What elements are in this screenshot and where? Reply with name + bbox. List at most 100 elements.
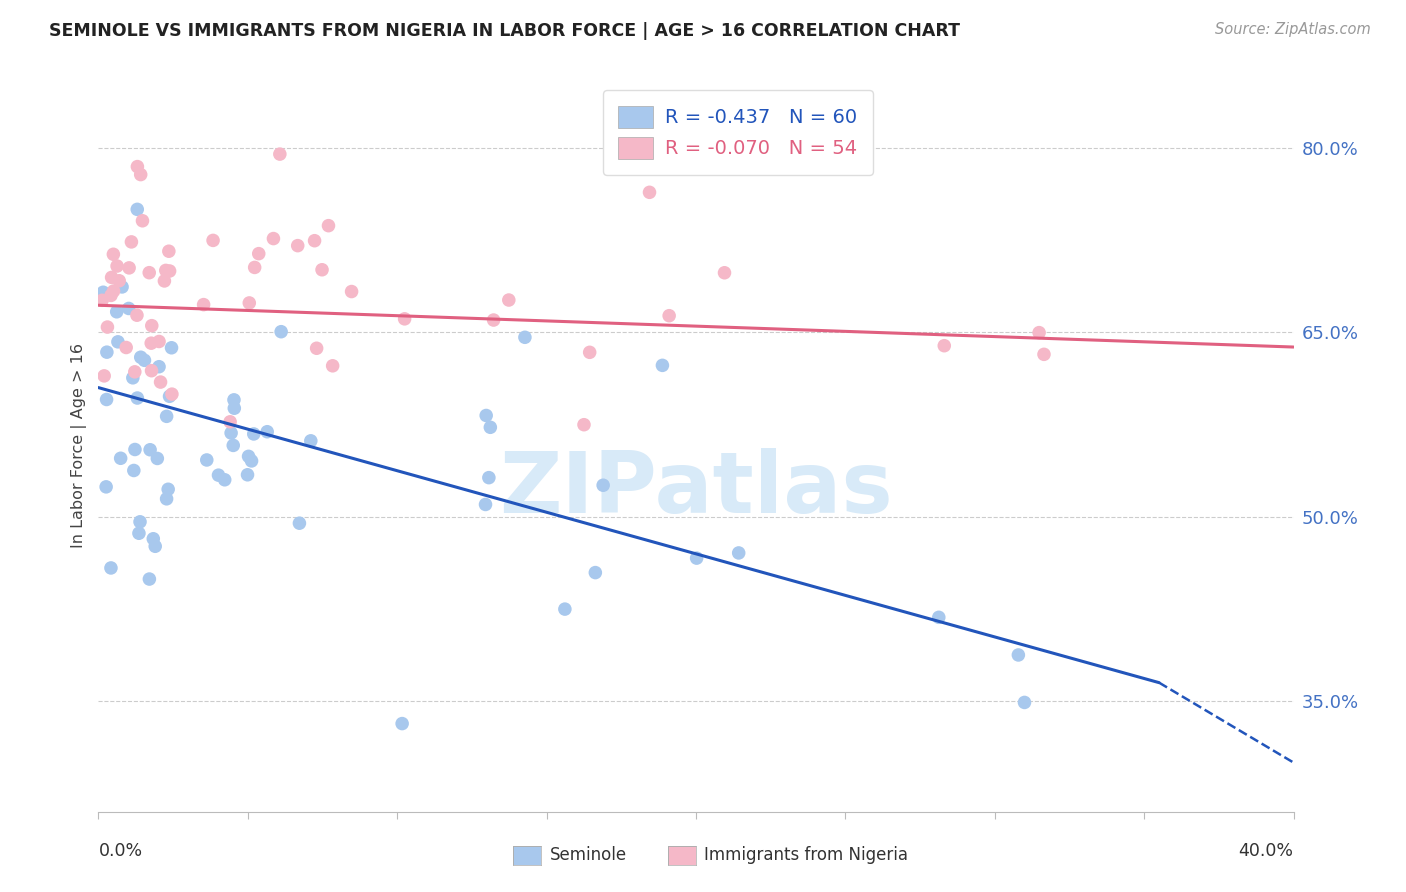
Point (219, 425, 242, 440)
Point (474, 498, 496, 512)
Point (129, 515, 152, 529)
Point (127, 391, 149, 405)
Point (125, 308, 148, 322)
Point (554, 602, 576, 616)
Point (127, 160, 149, 174)
Point (394, 311, 416, 326)
Point (247, 246, 270, 260)
Legend: R = -0.437   N = 60, R = -0.070   N = 54: R = -0.437 N = 60, R = -0.070 N = 54 (603, 90, 873, 175)
Point (121, 371, 143, 385)
Point (141, 364, 163, 378)
Point (96, 345, 118, 359)
Point (934, 339, 956, 353)
Point (146, 451, 169, 466)
Point (124, 365, 146, 379)
Point (1033, 347, 1056, 361)
Point (928, 610, 950, 624)
Point (222, 438, 245, 452)
Point (243, 260, 266, 275)
Point (475, 409, 498, 423)
Point (1007, 648, 1029, 662)
Point (236, 467, 259, 482)
Point (134, 353, 156, 368)
Point (256, 425, 278, 439)
Text: 0.0%: 0.0% (98, 842, 142, 861)
Point (1028, 326, 1050, 340)
Point (318, 219, 340, 233)
Point (138, 266, 160, 280)
Point (222, 392, 245, 407)
Point (299, 434, 322, 448)
Point (193, 297, 215, 311)
Point (287, 238, 309, 252)
Point (224, 401, 246, 416)
Point (118, 260, 141, 275)
Point (202, 233, 225, 247)
Point (572, 417, 595, 432)
Point (207, 468, 229, 483)
Point (111, 280, 134, 294)
Point (304, 234, 326, 248)
Point (238, 450, 260, 464)
Point (219, 415, 242, 429)
Point (131, 214, 153, 228)
Point (578, 345, 600, 359)
Point (513, 330, 536, 344)
Point (105, 305, 128, 319)
Point (479, 420, 502, 434)
Point (214, 473, 236, 487)
Point (195, 453, 218, 467)
Point (129, 168, 152, 182)
Point (685, 551, 707, 566)
Point (91, 285, 114, 300)
Point (148, 359, 170, 374)
Point (141, 318, 163, 333)
Point (262, 231, 284, 245)
Point (100, 270, 122, 285)
Point (157, 483, 180, 497)
Point (148, 334, 170, 349)
Point (159, 264, 181, 278)
Text: SEMINOLE VS IMMIGRANTS FROM NIGERIA IN LABOR FORCE | AGE > 16 CORRELATION CHART: SEMINOLE VS IMMIGRANTS FROM NIGERIA IN L… (49, 22, 960, 40)
Point (727, 546, 749, 560)
Point (391, 716, 413, 731)
Point (638, 186, 661, 200)
Point (128, 526, 150, 541)
Point (311, 262, 333, 277)
Point (100, 288, 122, 302)
Point (110, 451, 132, 466)
Point (100, 561, 122, 575)
Point (238, 296, 260, 310)
Point (139, 442, 162, 457)
Point (120, 235, 142, 249)
Point (94, 480, 117, 494)
Point (108, 274, 131, 288)
Point (143, 539, 166, 553)
Point (122, 463, 145, 477)
Point (340, 285, 363, 299)
Point (157, 244, 180, 259)
Point (107, 334, 129, 349)
Point (322, 359, 344, 373)
Point (478, 470, 501, 484)
Point (91, 293, 114, 308)
Point (141, 336, 163, 351)
Text: Source: ZipAtlas.com: Source: ZipAtlas.com (1215, 22, 1371, 37)
Point (658, 309, 681, 323)
Point (159, 389, 181, 403)
Point (583, 566, 606, 580)
Point (651, 359, 673, 373)
Point (155, 263, 177, 277)
Point (482, 313, 505, 327)
Point (93, 368, 115, 383)
Point (103, 247, 125, 261)
Point (118, 301, 141, 316)
Text: ZIPatlas: ZIPatlas (499, 449, 893, 532)
Point (269, 147, 291, 161)
Point (127, 202, 149, 217)
Point (124, 442, 146, 457)
Point (288, 516, 311, 531)
Point (1014, 695, 1036, 709)
Point (103, 284, 125, 298)
Point (96, 320, 118, 334)
